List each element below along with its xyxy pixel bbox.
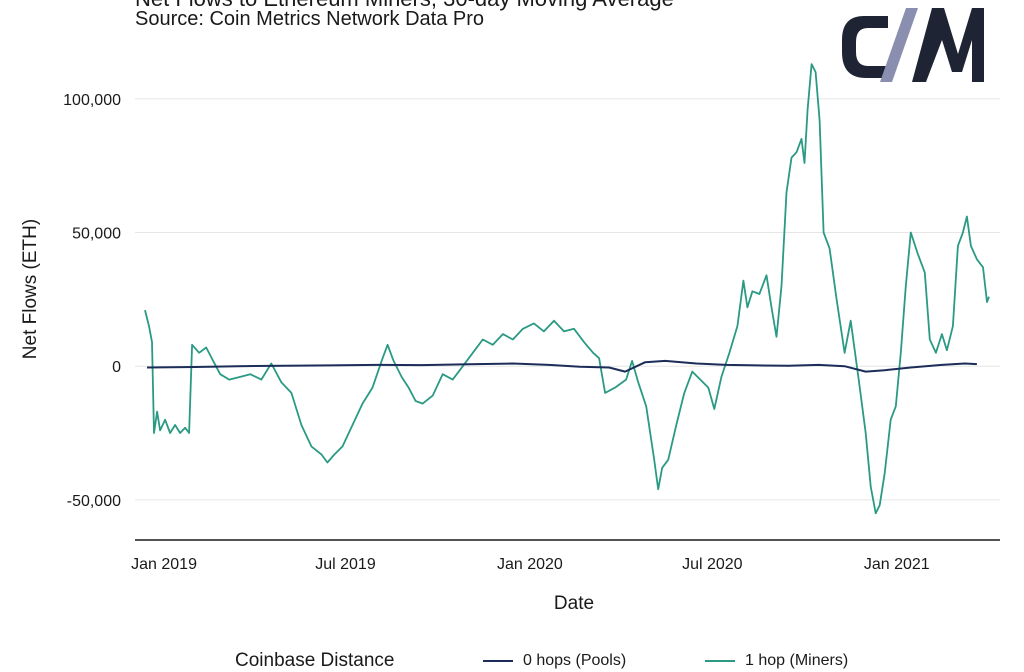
series-line-pools [146, 359, 977, 373]
logo-slash [880, 8, 918, 82]
series-line-miners [144, 63, 990, 515]
x-tick-label: Jul 2019 [315, 556, 376, 573]
x-tick-label: Jan 2020 [497, 556, 563, 573]
legend-title: Coinbase Distance [235, 650, 395, 671]
legend-label-miners: 1 hop (Miners) [745, 652, 849, 669]
chart-title: Net Flows to Ethereum Miners, 30-day Mov… [135, 0, 674, 12]
tick-labels: -50,000 0 50,000 100,000 Jan 2019 Jul 2019 Jan… [63, 92, 930, 573]
logo-m-shape [912, 8, 984, 82]
y-tick-label: 50,000 [72, 226, 121, 243]
legend-item-miners: 1 hop (Miners) [705, 652, 848, 672]
legend-label-pools: 0 hops (Pools) [523, 652, 627, 669]
x-tick-label: Jan 2019 [131, 556, 197, 573]
chart-subtitle: Source: Coin Metrics Network Data Pro [135, 8, 485, 30]
legend-swatch-miners [705, 659, 735, 662]
logo-c-shape [842, 16, 888, 78]
grid-lines [135, 98, 1000, 501]
y-axis-title: Net Flows (ETH) [20, 219, 41, 359]
legend: Coinbase Distance 0 hops (Pools) 1 hop (… [0, 646, 1024, 672]
legend-swatch-pools [483, 659, 513, 662]
y-tick-label: -50,000 [67, 493, 121, 510]
y-tick-label: 100,000 [63, 92, 121, 109]
x-tick-label: Jan 2021 [864, 556, 930, 573]
series-lines [144, 63, 990, 515]
y-tick-label: 0 [112, 359, 121, 376]
coin-metrics-logo [842, 8, 984, 82]
legend-item-pools: 0 hops (Pools) [483, 652, 626, 672]
x-tick-label: Jul 2020 [682, 556, 743, 573]
x-axis-title: Date [554, 593, 594, 614]
